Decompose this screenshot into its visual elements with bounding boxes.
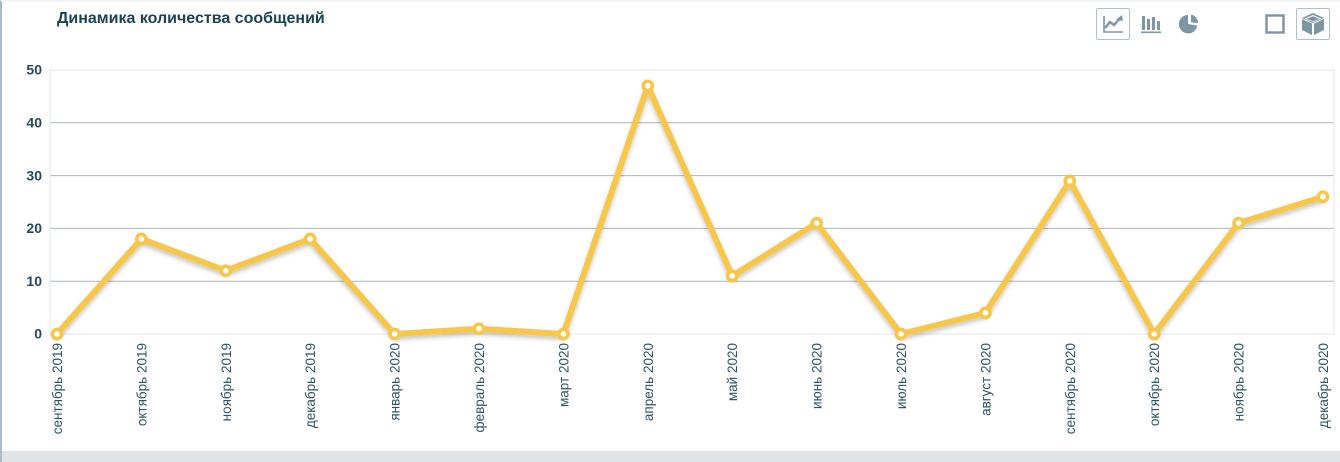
- chart-title: Динамика количества сообщений: [57, 10, 325, 27]
- data-point-marker[interactable]: [303, 232, 317, 246]
- x-tick-label: сентябрь 2019: [50, 343, 65, 434]
- y-tick-label: 0: [34, 326, 42, 342]
- y-tick-label: 50: [26, 62, 42, 78]
- x-tick-label: январь 2020: [388, 343, 403, 421]
- x-tick-label: октябрь 2019: [134, 343, 149, 426]
- x-tick-label: март 2020: [556, 343, 571, 407]
- bar-chart-type-button[interactable]: [1134, 8, 1168, 40]
- x-tick-label: февраль 2020: [472, 343, 487, 433]
- data-point-marker[interactable]: [1063, 174, 1077, 188]
- pie-chart-type-button[interactable]: [1172, 8, 1206, 40]
- x-tick-label: май 2020: [725, 343, 740, 401]
- data-point-marker[interactable]: [1232, 216, 1245, 230]
- x-tick-label: июль 2020: [894, 343, 909, 409]
- cube-3d-icon: [1300, 11, 1326, 37]
- data-point-marker[interactable]: [134, 232, 148, 246]
- data-point-marker[interactable]: [472, 322, 486, 336]
- widget-header: Динамика количества сообщений: [2, 2, 1340, 50]
- x-tick-label: апрель 2020: [641, 343, 656, 421]
- flat-view-button[interactable]: [1258, 8, 1292, 40]
- pie-chart-icon: [1177, 12, 1201, 36]
- x-tick-label: сентябрь 2020: [1063, 343, 1078, 434]
- y-tick-label: 40: [26, 115, 42, 131]
- line-chart-type-button[interactable]: [1096, 8, 1130, 40]
- x-tick-label: декабрь 2019: [303, 343, 318, 428]
- data-point-marker[interactable]: [557, 327, 570, 341]
- data-point-marker[interactable]: [388, 327, 401, 341]
- x-tick-label: декабрь 2020: [1316, 343, 1331, 428]
- x-tick-label: ноябрь 2020: [1232, 343, 1247, 421]
- bar-chart-icon: [1139, 12, 1163, 36]
- x-tick-label: ноябрь 2019: [219, 343, 234, 421]
- chart-toolbar: [1094, 8, 1332, 40]
- x-tick-label: август 2020: [978, 343, 993, 416]
- data-point-marker[interactable]: [725, 269, 739, 283]
- y-tick-label: 10: [26, 273, 42, 289]
- y-tick-label: 20: [26, 220, 42, 236]
- data-point-marker[interactable]: [979, 306, 992, 320]
- data-point-marker[interactable]: [1147, 327, 1161, 341]
- cube-view-button[interactable]: [1296, 8, 1330, 40]
- data-point-marker[interactable]: [894, 327, 908, 341]
- x-tick-label: октябрь 2020: [1147, 343, 1162, 426]
- data-point-marker[interactable]: [1316, 190, 1330, 204]
- line-chart-icon: [1101, 13, 1125, 35]
- y-tick-label: 30: [26, 167, 42, 183]
- data-point-marker[interactable]: [219, 264, 233, 278]
- panel-bottom-edge: [2, 451, 1340, 462]
- x-tick-label: июнь 2020: [810, 343, 825, 409]
- data-point-marker[interactable]: [50, 327, 64, 341]
- square-2d-icon: [1264, 13, 1286, 35]
- data-point-marker[interactable]: [810, 216, 823, 230]
- data-point-marker[interactable]: [641, 79, 655, 93]
